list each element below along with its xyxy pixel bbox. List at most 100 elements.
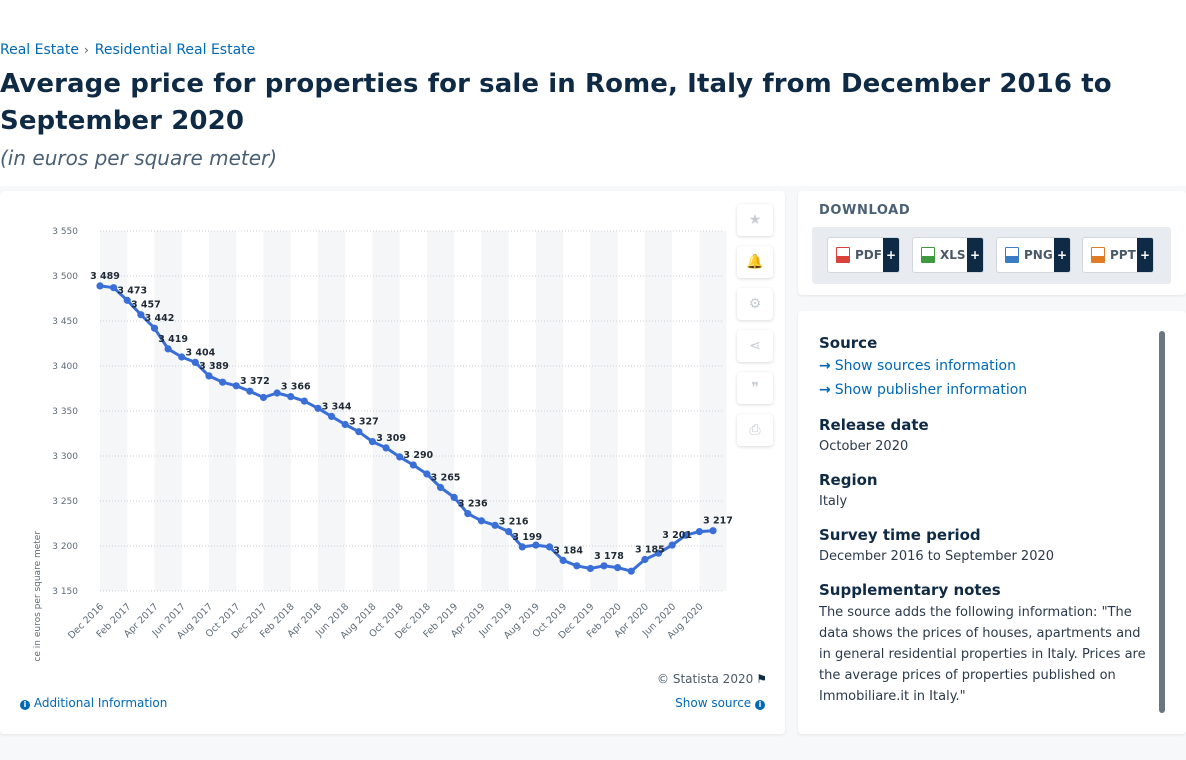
data-point (409, 461, 417, 469)
show-sources-label: Show sources information (834, 358, 1016, 374)
info-icon: i (755, 700, 765, 710)
show-source-label: Show source (675, 696, 752, 710)
data-point (355, 428, 363, 436)
data-label: 3 442 (145, 313, 175, 324)
xls-file-icon (921, 247, 935, 263)
data-point (341, 420, 349, 429)
quote-icon: ❞ (751, 380, 759, 396)
bell-icon: 🔔 (746, 254, 764, 270)
data-point (327, 412, 336, 420)
survey-period-value: December 2016 to September 2020 (819, 549, 1055, 564)
data-point (436, 483, 445, 492)
page-header: Real Estate › Residential Real Estate Aver… (0, 36, 1186, 186)
data-point (559, 556, 567, 564)
additional-information-label: Additional Information (33, 696, 168, 710)
source-heading: Source (819, 334, 878, 352)
chart-band (208, 231, 237, 591)
data-point (191, 358, 199, 366)
data-point (246, 387, 254, 395)
data-label: 3 344 (322, 401, 352, 412)
bell-button[interactable]: 🔔 (737, 246, 773, 278)
data-point (232, 382, 240, 390)
page-subtitle: (in euros per square meter) (0, 146, 278, 170)
data-label: 3 473 (117, 285, 147, 296)
plus-icon: + (967, 238, 983, 272)
data-point (668, 541, 676, 549)
data-point (491, 521, 499, 529)
show-publisher-link[interactable]: → Show publisher information (819, 382, 1027, 398)
quote-button[interactable]: ❞ (737, 372, 773, 404)
download-pdf-button[interactable]: PDF + (827, 237, 900, 273)
data-point (259, 393, 268, 402)
png-file-icon (1005, 247, 1019, 263)
statistic-info-card: Source → Show sources information → Show p… (798, 311, 1186, 734)
y-tick-label: 3 550 (52, 227, 78, 237)
data-label: 3 389 (199, 361, 229, 372)
data-point (423, 470, 431, 478)
data-label: 3 309 (376, 433, 406, 444)
data-point (382, 444, 390, 452)
data-point (586, 564, 595, 573)
supplementary-notes-text: The source adds the following informatio… (819, 605, 1146, 704)
y-tick-label: 3 350 (52, 407, 78, 417)
data-label: 3 404 (185, 347, 215, 358)
data-point (545, 543, 554, 551)
favorite-button[interactable]: ★ (737, 204, 773, 236)
plus-icon: + (883, 238, 899, 272)
download-png-button[interactable]: PNG + (996, 237, 1071, 273)
show-source-link[interactable]: Show source i (675, 696, 765, 710)
data-point (695, 528, 703, 536)
data-label: 3 185 (635, 545, 665, 556)
chart-band (535, 231, 564, 591)
data-label: 3 178 (594, 551, 624, 562)
share-button[interactable]: ⋖ (737, 330, 773, 362)
flag-icon[interactable]: ⚑ (756, 672, 767, 686)
data-point (464, 510, 472, 518)
y-tick-label: 3 450 (52, 317, 78, 327)
chart-band (154, 231, 182, 591)
data-point (505, 528, 513, 536)
info-icon: i (20, 700, 30, 710)
data-point (654, 549, 663, 557)
print-icon: ⎙ (749, 422, 761, 438)
data-point (368, 438, 377, 446)
gear-button[interactable]: ⚙ (737, 288, 773, 320)
data-label: 3 265 (431, 473, 461, 484)
y-tick-label: 3 250 (52, 497, 78, 507)
data-label: 3 201 (662, 530, 692, 541)
download-card: DOWNLOAD PDF + XLS + PNG + PPT + (798, 191, 1186, 295)
data-point (396, 453, 404, 461)
y-tick-label: 3 400 (52, 362, 78, 372)
data-point (219, 378, 227, 386)
show-publisher-label: Show publisher information (834, 382, 1028, 398)
supplementary-notes-heading: Supplementary notes (819, 581, 1001, 599)
data-point (300, 397, 308, 405)
data-point (137, 311, 145, 319)
series-line (98, 284, 715, 573)
release-date-value: October 2020 (819, 439, 909, 454)
data-point (273, 389, 281, 397)
y-tick-label: 3 300 (52, 452, 78, 462)
print-button[interactable]: ⎙ (737, 414, 773, 446)
data-point (314, 404, 322, 412)
data-point (178, 353, 186, 361)
breadcrumb-item-real-estate[interactable]: Real Estate (0, 42, 79, 58)
breadcrumb: Real Estate › Residential Real Estate (0, 42, 255, 58)
data-label: 3 366 (281, 382, 311, 393)
pdf-file-icon (836, 247, 850, 263)
additional-information-link[interactable]: i Additional Information (20, 696, 167, 710)
show-sources-link[interactable]: → Show sources information (819, 358, 1016, 374)
data-point (96, 282, 104, 290)
download-title: DOWNLOAD (819, 203, 911, 218)
region-heading: Region (819, 471, 878, 489)
breadcrumb-item-residential-real-estate[interactable]: Residential Real Estate (94, 42, 256, 58)
data-point (110, 284, 118, 292)
data-point (627, 567, 635, 575)
download-ppt-button[interactable]: PPT + (1082, 237, 1154, 273)
chart-band (481, 231, 509, 591)
download-xls-button[interactable]: XLS + (912, 237, 984, 273)
data-point (518, 543, 526, 551)
plus-icon: + (1054, 238, 1070, 272)
breadcrumb-separator: › (83, 43, 89, 57)
scrollbar[interactable] (1159, 331, 1165, 713)
